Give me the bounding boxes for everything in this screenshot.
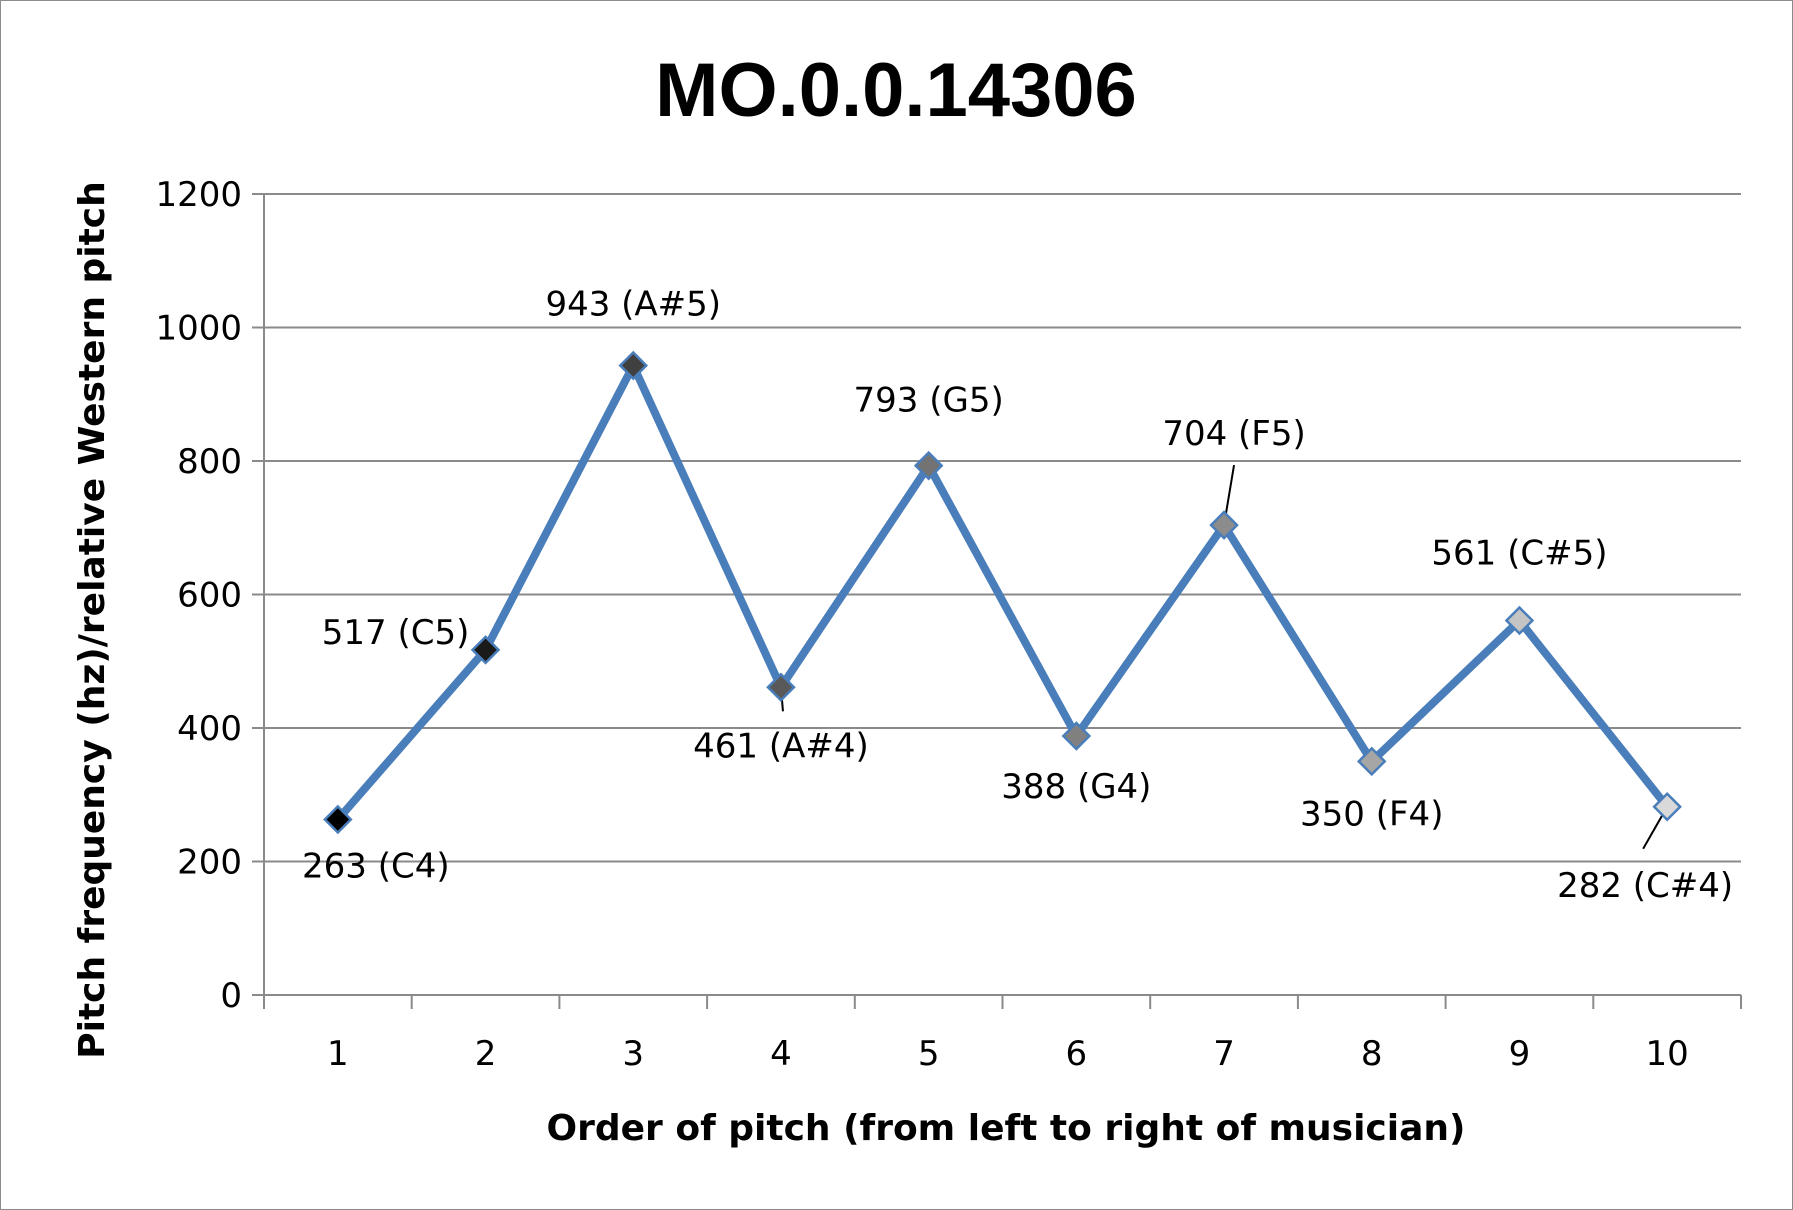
data-point-marker: [1652, 791, 1682, 822]
y-axis-title: Pitch frequency (hz)/relative Western pi…: [72, 181, 113, 1059]
data-label: 263 (C4): [302, 846, 450, 886]
x-tick-label: 5: [918, 1034, 940, 1074]
x-tick-label: 4: [770, 1034, 792, 1074]
data-point-marker: [618, 350, 649, 381]
x-tick-label: 6: [1066, 1034, 1088, 1074]
data-point-marker: [470, 635, 501, 665]
series-line-layer: [333, 361, 1672, 824]
y-tick-label: 0: [220, 976, 242, 1016]
data-labels: 263 (C4) 517 (C5) 943 (A#5) 461 (A#4) 793 (G…: [302, 285, 1733, 906]
data-point-marker: [913, 450, 944, 481]
data-label: 350 (F4): [1300, 794, 1443, 834]
y-tick-label: 400: [177, 709, 242, 749]
data-label: 943 (A#5): [545, 285, 721, 325]
x-tick-label: 3: [622, 1034, 644, 1074]
x-tick-label: 2: [475, 1034, 497, 1074]
data-label: 282 (C#4): [1557, 866, 1733, 906]
y-tick-label: 200: [177, 843, 242, 883]
x-tick-label: 1: [327, 1034, 349, 1074]
data-label: 388 (G4): [1001, 767, 1151, 807]
y-tick-label: 600: [177, 576, 242, 616]
data-point-marker: [1061, 721, 1092, 751]
data-point-marker: [766, 672, 796, 703]
x-tick-label: 10: [1646, 1034, 1689, 1074]
data-point-marker: [1209, 510, 1239, 540]
y-tick-label: 800: [177, 442, 242, 482]
series-line: [333, 361, 1672, 824]
data-label: 517 (C5): [322, 613, 470, 653]
data-label: 461 (A#4): [693, 726, 869, 766]
y-tick-label: 1000: [155, 309, 242, 349]
x-tick-label: 7: [1213, 1034, 1235, 1074]
data-point-marker: [1504, 605, 1535, 636]
x-tick-label: 8: [1361, 1034, 1383, 1074]
data-point-marker: [1356, 746, 1387, 777]
axes: [252, 193, 1742, 1009]
y-tick-label: 1200: [155, 175, 242, 215]
data-markers: [323, 350, 1682, 835]
data-label: 793 (G5): [854, 381, 1004, 421]
x-axis-title: Order of pitch (from left to right of mu…: [547, 1108, 1466, 1149]
x-tick-label: 9: [1509, 1034, 1531, 1074]
data-label: 561 (C#5): [1431, 534, 1607, 574]
gridlines: [264, 193, 1741, 863]
chart-title: MO.0.0.14306: [655, 48, 1137, 133]
data-label: 704 (F5): [1162, 414, 1305, 454]
data-point-marker: [323, 804, 353, 835]
